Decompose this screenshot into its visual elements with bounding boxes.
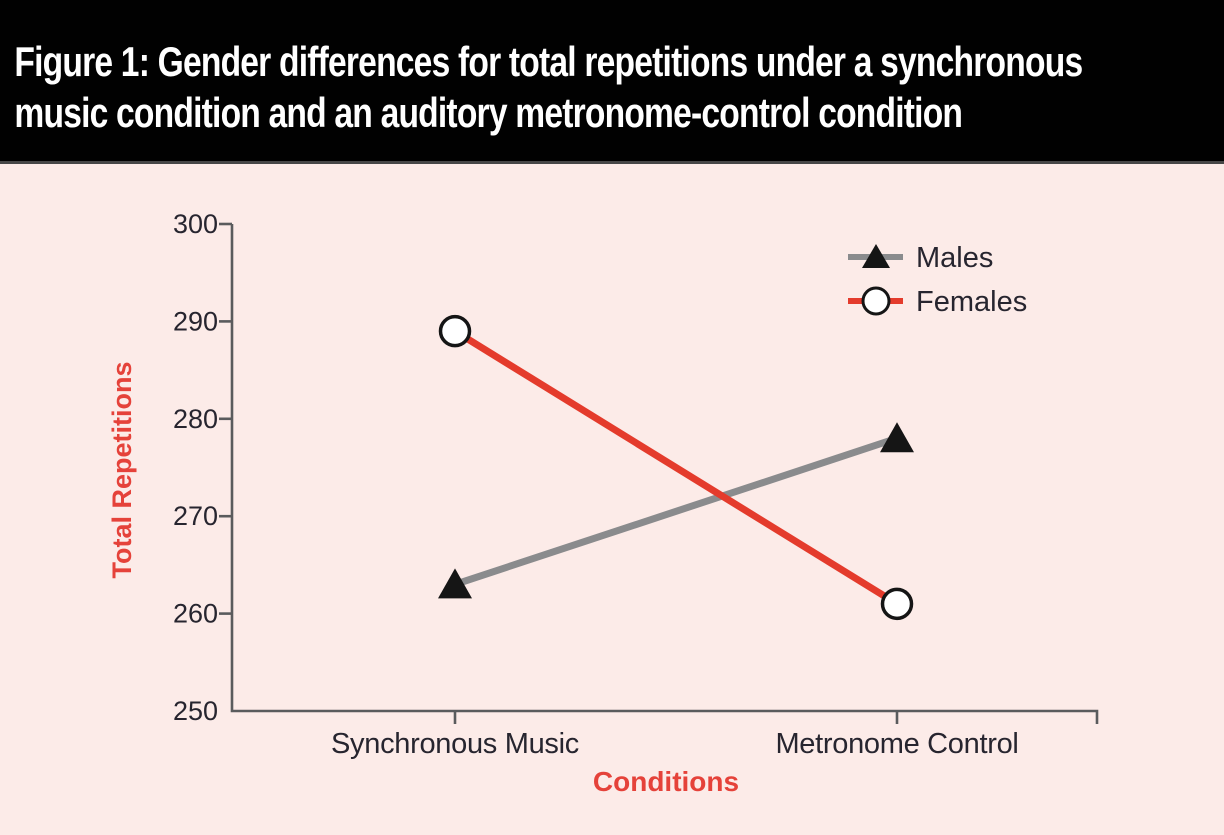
males-line — [453, 434, 899, 588]
y-axis-title: Total Repetitions — [107, 361, 137, 578]
females-marker-circle — [861, 286, 891, 316]
y-tick-label: 250 — [173, 696, 218, 726]
y-tick-label: 300 — [173, 209, 218, 239]
figure-title-line-1: Figure 1: Gender differences for total r… — [14, 38, 1083, 85]
females-line — [453, 328, 899, 607]
line-chart: 250 260 270 280 290 300 Synchronous Music Metro… — [107, 209, 1099, 797]
x-category-label: Metronome Control — [775, 728, 1018, 760]
y-tick-label: 270 — [173, 501, 218, 531]
chart-area: 250 260 270 280 290 300 Synchronous Music Metro… — [0, 164, 1224, 835]
males-marker-triangle — [880, 422, 914, 453]
y-tick-label: 280 — [173, 404, 218, 434]
legend-label-males: Males — [916, 242, 993, 274]
figure-title: Figure 1: Gender differences for total r… — [0, 0, 1214, 138]
y-tick-label: 290 — [173, 306, 218, 336]
x-axis-title: Conditions — [593, 766, 739, 797]
legend-label-females: Females — [916, 286, 1027, 318]
y-tick-label: 260 — [173, 599, 218, 629]
females-marker-circle — [880, 587, 914, 621]
figure-title-banner: Figure 1: Gender differences for total r… — [0, 0, 1224, 164]
males-marker-triangle — [862, 244, 890, 268]
axes — [230, 224, 1099, 724]
figure-title-line-2: music condition and an auditory metronom… — [14, 89, 963, 136]
males-marker-triangle — [438, 568, 472, 599]
females-marker-circle — [438, 314, 472, 348]
x-category-label: Synchronous Music — [331, 728, 579, 760]
